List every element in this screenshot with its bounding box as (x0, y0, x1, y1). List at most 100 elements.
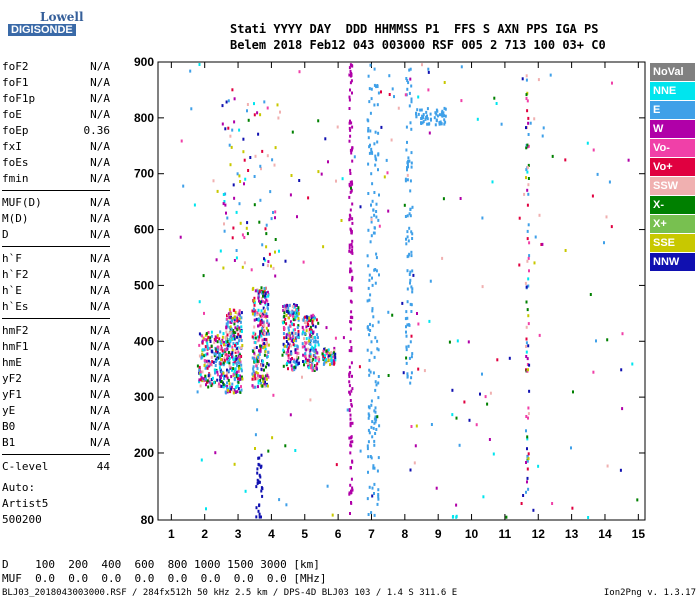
echo-point (221, 104, 224, 108)
echo-point (405, 356, 408, 360)
x-tick-label: 2 (201, 527, 208, 541)
echo-point (527, 284, 530, 288)
legend-item: X- (650, 196, 695, 214)
echo-point (351, 125, 354, 129)
echo-point (292, 360, 295, 364)
echo-point (263, 382, 266, 386)
echo-point (373, 191, 376, 194)
echo-point (259, 323, 262, 327)
echo-point (334, 352, 337, 356)
echo-point (309, 364, 312, 368)
echo-point (309, 325, 312, 329)
echo-point (284, 317, 287, 321)
echo-point (348, 436, 351, 440)
echo-point (198, 380, 201, 384)
param-value: N/A (90, 300, 110, 313)
echo-point (606, 464, 609, 468)
echo-point (231, 345, 234, 349)
echo-point (444, 120, 447, 124)
echo-point (406, 316, 409, 320)
echo-point (304, 357, 307, 361)
echo-point (525, 355, 528, 358)
echo-point (351, 245, 354, 249)
echo-point (262, 294, 264, 298)
echo-point (408, 68, 411, 72)
echo-point (258, 480, 261, 484)
echo-point (448, 340, 451, 344)
echo-point (257, 312, 260, 316)
echo-point (526, 166, 529, 169)
echo-point (371, 309, 374, 313)
echo-point (267, 292, 270, 296)
echo-point (202, 377, 205, 381)
echo-point (234, 326, 237, 330)
echo-point (202, 274, 205, 278)
echo-point (262, 263, 265, 267)
echo-point (201, 370, 204, 374)
echo-point (407, 156, 410, 160)
echo-point (282, 321, 284, 325)
echo-point (252, 374, 255, 378)
param-name: fxI (2, 140, 22, 153)
echo-point (272, 211, 274, 214)
echo-point (317, 119, 320, 123)
echo-point (325, 326, 328, 330)
echo-point (225, 337, 228, 341)
echo-point (525, 300, 528, 304)
echo-point (366, 444, 369, 448)
echo-point (218, 382, 220, 386)
echo-point (423, 369, 426, 373)
echo-point (317, 340, 319, 344)
echo-point (306, 321, 309, 325)
param-separator (2, 190, 110, 191)
echo-point (205, 332, 208, 336)
param-value: N/A (90, 60, 110, 73)
echo-point (611, 81, 613, 85)
echo-point (409, 302, 412, 306)
echo-point (274, 210, 277, 214)
x-tick-label: 11 (499, 527, 512, 541)
echo-point (350, 186, 352, 190)
param-name: foF2 (2, 60, 29, 73)
echo-point (368, 278, 371, 282)
echo-point (262, 331, 265, 335)
echo-point (526, 188, 529, 192)
echo-point (226, 324, 229, 328)
echo-point (285, 336, 288, 339)
echo-point (308, 316, 311, 320)
echo-point (231, 368, 233, 372)
echo-point (426, 107, 429, 111)
echo-point (228, 316, 231, 319)
echo-point (241, 233, 244, 237)
echo-point (307, 358, 310, 362)
echo-point (596, 172, 599, 176)
echo-point (302, 260, 305, 264)
echo-point (481, 372, 483, 376)
echo-point (348, 349, 351, 353)
echo-point (329, 363, 331, 367)
echo-point (367, 74, 370, 78)
echo-point (551, 154, 554, 158)
echo-point (532, 508, 535, 512)
echo-point (239, 353, 241, 357)
echo-point (308, 319, 311, 323)
echo-point (226, 333, 229, 337)
param-row: yF2 N/A (2, 372, 110, 388)
echo-point (527, 116, 530, 120)
echo-point (218, 337, 221, 341)
echo-point (272, 393, 275, 397)
echo-point (373, 482, 376, 486)
echo-point (228, 308, 231, 312)
echo-point (371, 199, 374, 203)
echo-point (291, 357, 293, 360)
echo-point (245, 226, 248, 230)
echo-point (411, 205, 414, 209)
echo-point (262, 292, 265, 296)
echo-point (206, 344, 209, 348)
echo-point (527, 487, 530, 491)
echo-point (442, 111, 445, 115)
echo-point (266, 293, 269, 297)
echo-point (182, 184, 185, 188)
echo-point (230, 375, 233, 379)
echo-point (285, 340, 288, 343)
